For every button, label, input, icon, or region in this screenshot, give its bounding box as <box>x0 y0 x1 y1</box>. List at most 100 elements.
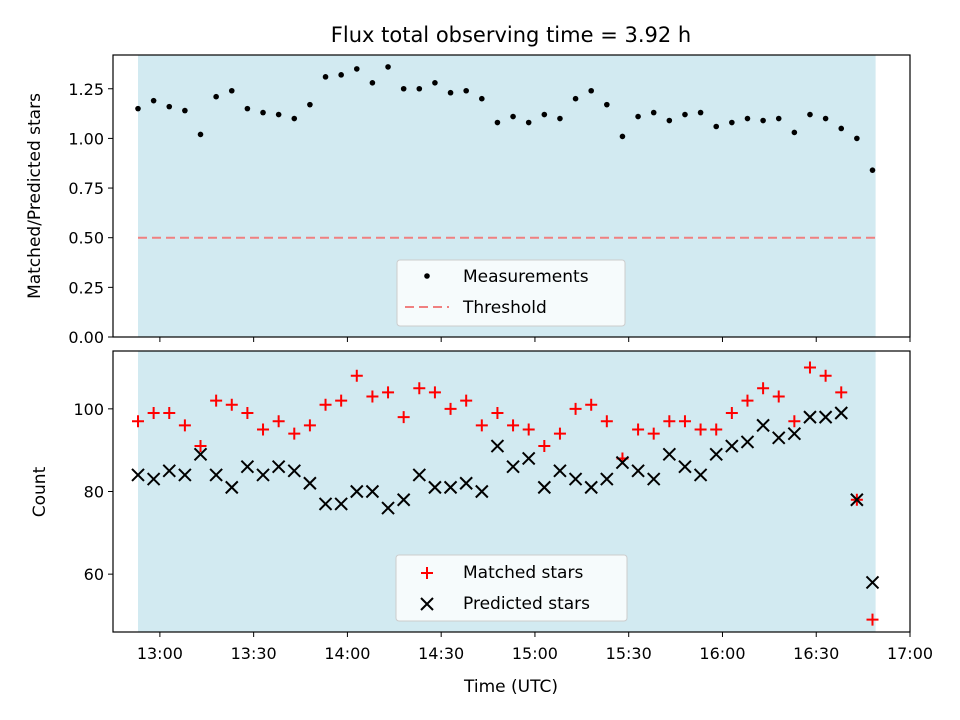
ratio-axes-frame <box>112 54 911 338</box>
matched-star-point <box>428 386 441 399</box>
predicted-star-point <box>584 480 598 495</box>
measurement-point <box>744 115 751 122</box>
measurement-point <box>604 101 610 108</box>
ratio-y-tick-label: 1.25 <box>68 80 104 99</box>
predicted-star-point <box>490 439 505 453</box>
measurement-point <box>416 85 423 92</box>
count-x-tick-label: 14:00 <box>324 644 370 663</box>
matched-star-point <box>397 411 410 424</box>
matched-star-point <box>835 386 848 399</box>
measurement-point <box>729 119 735 126</box>
predicted-star-point <box>834 406 848 420</box>
count-y-tick-label: 80 <box>84 483 104 502</box>
predicted-star-point <box>334 497 348 511</box>
measurement-point <box>822 115 829 122</box>
predicted-star-point <box>428 480 442 495</box>
predicted-star-point <box>365 484 380 499</box>
predicted-star-point <box>803 410 817 424</box>
matched-star-point <box>694 423 707 436</box>
legend-marker-matched <box>421 567 433 579</box>
ratio-y-ticks: 0.00 0.25 0.50 0.75 1.00 1.25 <box>68 80 113 347</box>
predicted-star-point <box>318 497 333 511</box>
predicted-star-point <box>678 459 692 474</box>
measurement-point <box>447 89 454 96</box>
measurement-point <box>650 109 657 116</box>
measurement-point <box>713 123 720 130</box>
matched-star-point <box>475 419 488 432</box>
matched-star-point <box>132 415 145 428</box>
matched-star-point <box>382 386 395 399</box>
measurement-point <box>541 111 548 118</box>
count-legend: Matched stars Predicted stars <box>395 554 628 622</box>
count-y-axis-label: Count <box>30 466 50 517</box>
matched-star-point <box>553 427 566 440</box>
matched-star-point <box>241 406 254 419</box>
count-x-axis-label: Time (UTC) <box>463 677 558 697</box>
count-x-tick-label: 13:30 <box>231 644 277 663</box>
matched-star-point <box>178 419 191 432</box>
count-x-tick-label: 17:00 <box>887 644 933 663</box>
ratio-x-ticks <box>159 337 911 342</box>
ratio-y-tick-label: 0.75 <box>68 179 104 198</box>
matched-star-point <box>757 382 770 395</box>
predicted-star-point <box>443 480 458 495</box>
predicted-star-point <box>615 455 630 470</box>
measurement-point <box>838 125 845 132</box>
predicted-star-point <box>162 464 176 478</box>
legend-marker-predicted <box>420 597 434 611</box>
count-x-tick-label: 13:00 <box>137 644 183 663</box>
predicted-star-point <box>412 468 427 482</box>
count-x-ticks: 13:00 13:30 14:00 14:30 15:00 15:30 16:00 16:30… <box>137 632 933 663</box>
matched-star-point <box>725 406 738 419</box>
matched-star-point <box>710 423 723 436</box>
matched-star-point <box>819 369 832 382</box>
predicted-star-point <box>772 431 786 445</box>
count-y-tick-label: 60 <box>84 565 104 584</box>
measurement-point <box>682 111 688 118</box>
measurement-point <box>807 111 813 118</box>
measurement-point <box>213 93 219 100</box>
predicted-star-point <box>521 451 536 466</box>
matched-star-point <box>866 613 879 626</box>
matched-star-point <box>210 394 223 407</box>
measurement-point <box>166 103 173 110</box>
ratio-legend: Measurements Threshold <box>396 259 626 327</box>
matched-star-point <box>585 398 598 411</box>
legend-label-predicted: Predicted stars <box>463 594 590 614</box>
measurement-point <box>510 113 516 120</box>
measurement-point <box>197 131 204 138</box>
predicted-star-point <box>381 501 395 515</box>
measurement-point <box>760 117 766 124</box>
legend-label-threshold: Threshold <box>462 298 547 318</box>
predicted-star-point <box>475 484 489 499</box>
predicted-star-point <box>350 484 364 499</box>
ratio-y-tick-label: 0.50 <box>68 229 104 248</box>
count-y-tick-label: 100 <box>73 400 104 419</box>
matched-star-point <box>163 406 176 419</box>
measurement-point <box>432 80 438 86</box>
count-x-tick-label: 14:30 <box>418 644 464 663</box>
count-panel: 60 80 100 13:00 13:30 14:00 14:30 15:00 15:30 16… <box>30 350 933 697</box>
matched-star-point <box>225 398 238 411</box>
predicted-star-point <box>131 468 145 482</box>
predicted-star-point <box>865 575 880 590</box>
predicted-star-point <box>553 464 567 478</box>
count-x-tick-label: 16:00 <box>699 644 745 663</box>
matched-star-point <box>772 390 785 403</box>
predicted-star-point <box>662 447 677 462</box>
measurement-point <box>572 95 579 102</box>
count-y-ticks: 60 80 100 <box>73 400 113 584</box>
predicted-star-point <box>693 468 708 482</box>
matched-star-point <box>788 415 801 428</box>
predicted-star-point <box>178 468 192 482</box>
ratio-y-axis-label: Matched/Predicted stars <box>25 93 45 299</box>
matched-star-point <box>803 361 816 374</box>
count-x-tick-label: 16:30 <box>793 644 839 663</box>
measurement-point <box>557 115 563 122</box>
predicted-star-point <box>240 459 255 474</box>
ratio-legend-box <box>396 259 626 327</box>
legend-label-measurements: Measurements <box>463 267 589 287</box>
matched-star-point <box>741 394 754 407</box>
matched-star-point <box>538 440 551 453</box>
